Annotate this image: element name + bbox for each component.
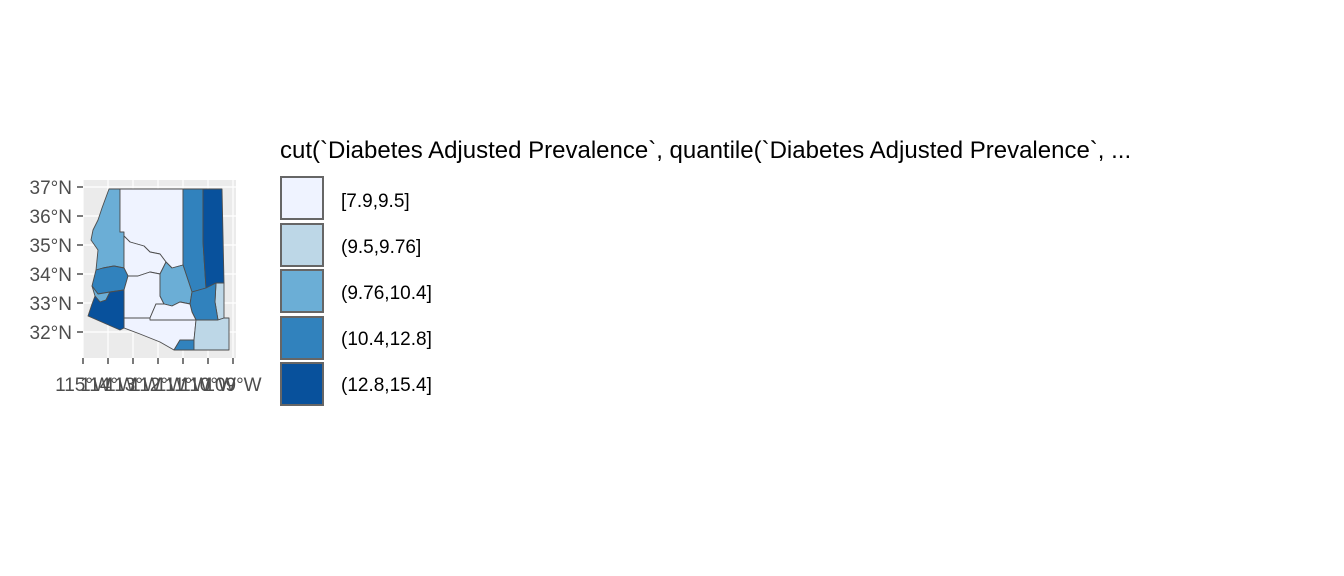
counties (87, 188, 230, 351)
legend-item: (9.76,10.4] (280, 269, 432, 313)
y-tick-label: 33°N (30, 294, 72, 315)
legend-key (280, 316, 324, 360)
x-tick-label: 112°W (130, 375, 186, 396)
legend-key (280, 223, 324, 267)
legend-key (280, 176, 324, 220)
legend-item: (12.8,15.4] (280, 362, 432, 406)
x-tick-label: 111°W (156, 375, 210, 396)
legend-label: [7.9,9.5] (341, 191, 410, 212)
x-tick-label: 109°W (204, 375, 261, 396)
legend-label: (12.8,15.4] (341, 375, 432, 396)
legend-label: (10.4,12.8] (341, 329, 432, 350)
map-panel (82, 180, 236, 358)
x-tick-label: 113°W (105, 375, 161, 396)
legend-item: (9.5,9.76] (280, 223, 421, 267)
x-axis: 115°W 114°W 113°W 112°W 111°W 110°W 109°… (55, 358, 262, 396)
y-tick-label: 35°N (30, 236, 72, 257)
county-pinal (149, 301, 197, 321)
x-tick-label: 110°W (180, 375, 236, 396)
county-yuma-south (87, 289, 125, 331)
y-axis: 37°N 36°N 35°N 34°N 33°N 32°N (30, 178, 83, 344)
legend-key (280, 269, 324, 313)
legend-item: (10.4,12.8] (280, 316, 432, 360)
legend-title: cut(`Diabetes Adjusted Prevalence`, quan… (280, 137, 1131, 164)
y-tick-label: 36°N (30, 207, 72, 228)
county-cochise (193, 317, 230, 351)
y-tick-label: 34°N (30, 265, 72, 286)
x-tick-label: 114°W (80, 375, 136, 396)
county-apache (202, 188, 225, 289)
legend-key (280, 362, 324, 406)
legend-label: (9.76,10.4] (341, 283, 432, 304)
legend: cut(`Diabetes Adjusted Prevalence`, quan… (280, 137, 1131, 406)
y-tick-label: 32°N (30, 323, 72, 344)
legend-label: (9.5,9.76] (341, 237, 421, 258)
y-tick-label: 37°N (30, 178, 72, 199)
x-tick-label: 115°W (55, 375, 111, 396)
legend-item: [7.9,9.5] (280, 176, 410, 220)
